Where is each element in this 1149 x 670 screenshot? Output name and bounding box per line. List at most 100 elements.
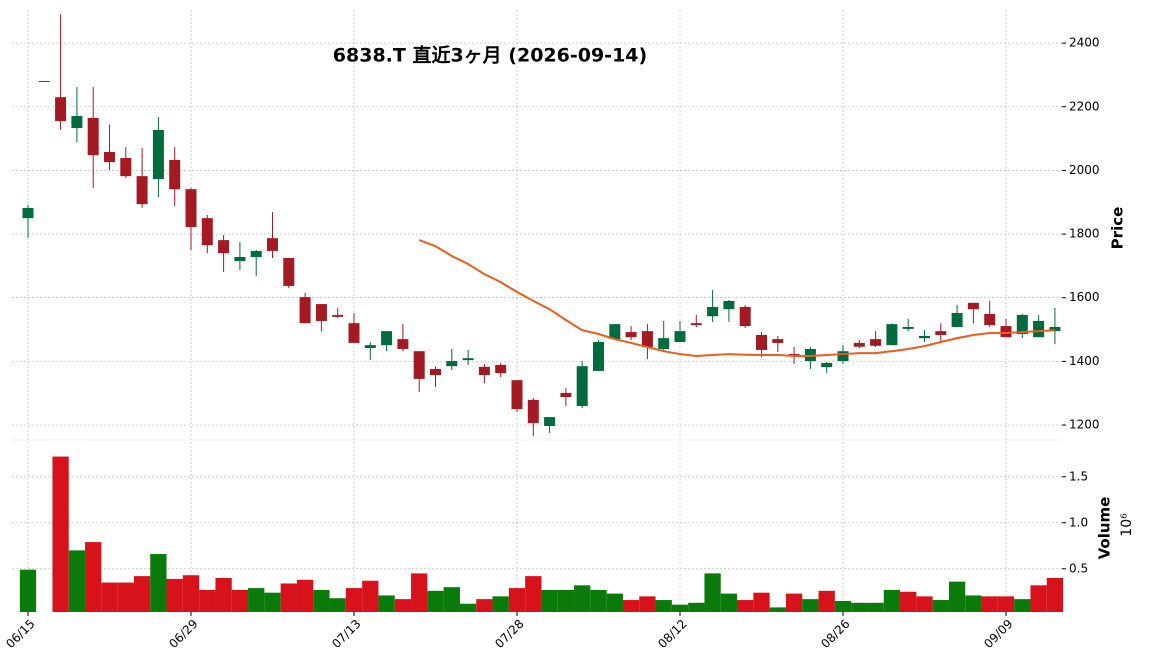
candle-body	[332, 314, 344, 317]
volume-bar	[459, 603, 477, 612]
candle-body	[609, 324, 621, 340]
volume-bar	[313, 589, 330, 612]
volume-bar	[622, 600, 640, 612]
volume-bar	[671, 604, 689, 612]
volume-bar	[117, 582, 134, 612]
candle-body	[55, 97, 67, 122]
candle-body	[625, 332, 637, 338]
volume-bar	[215, 577, 232, 612]
candle-body	[87, 117, 99, 156]
volume-bar	[345, 588, 363, 612]
volume-bar	[150, 554, 167, 612]
candle-body	[413, 351, 425, 379]
candle-body	[364, 345, 376, 349]
candle-body	[951, 313, 963, 328]
x-tick-label: 08/12	[655, 617, 689, 651]
volume-bar	[737, 600, 754, 612]
volume-bar	[101, 582, 118, 612]
volume-bar	[19, 569, 37, 612]
volume-bar	[606, 593, 623, 612]
volume-offset: 10⁶	[1119, 513, 1135, 537]
candle-body	[1049, 327, 1061, 332]
candle-body	[739, 306, 751, 327]
candle-body	[478, 366, 490, 376]
candle-body	[446, 361, 458, 367]
candle-body	[984, 313, 996, 326]
candle-body	[593, 341, 604, 371]
y-tick-label: 2400	[1069, 36, 1100, 50]
candle-body	[1033, 320, 1045, 338]
volume-bar	[981, 596, 998, 612]
y-tick-label: 1800	[1069, 227, 1100, 241]
volume-bar	[248, 588, 265, 612]
candle-body	[1000, 326, 1012, 338]
volume-axis-label: Volume	[1096, 497, 1114, 560]
candle-body	[430, 369, 441, 376]
candle-body	[120, 158, 132, 177]
volume-bar	[199, 589, 216, 612]
volume-bar	[655, 600, 672, 612]
volume-bar	[508, 588, 526, 612]
chart-title: 6838.T 直近3ヶ月 (2026-09-14)	[333, 44, 647, 67]
volume-bar	[541, 589, 558, 612]
candle-body	[544, 417, 556, 426]
volume-bar	[231, 589, 249, 612]
x-tick-label: 06/29	[166, 617, 200, 651]
volume-bar	[948, 581, 966, 612]
candle-body	[169, 159, 181, 190]
candle-body	[250, 250, 262, 257]
volume-tick-label: 1.5	[1069, 469, 1088, 483]
volume-bar	[997, 596, 1015, 612]
volume-bar	[590, 589, 607, 612]
volume-bar	[818, 590, 835, 612]
candle-body	[152, 129, 164, 180]
volume-bar	[329, 598, 346, 612]
candle-body	[576, 366, 588, 406]
volume-bar	[492, 596, 509, 612]
y-tick-label: 2200	[1069, 99, 1100, 113]
candle-body	[38, 80, 50, 82]
candle-body	[201, 218, 213, 246]
candle-body	[71, 115, 83, 129]
volume-bar	[720, 593, 738, 612]
y-tick-label: 1200	[1069, 418, 1100, 432]
volume-bar	[394, 599, 412, 612]
candle-body	[397, 339, 409, 349]
candle-body	[511, 380, 523, 410]
candle-body	[641, 331, 653, 348]
candle-body	[707, 306, 719, 317]
x-tick-label: 06/15	[3, 617, 37, 651]
x-tick-label: 07/28	[492, 617, 526, 651]
candle-body	[136, 176, 148, 205]
volume-bar	[867, 602, 884, 612]
volume-bar	[525, 576, 542, 612]
candle-body	[756, 334, 767, 350]
volume-bar	[476, 599, 493, 612]
volume-bar	[802, 599, 819, 612]
volume-bar	[704, 573, 721, 612]
candle-body	[1016, 314, 1028, 335]
candle-body	[104, 151, 115, 163]
volume-bar	[932, 600, 949, 612]
y-tick-label: 1600	[1069, 290, 1100, 304]
candle-body	[690, 323, 702, 326]
x-tick-label: 08/26	[818, 617, 852, 651]
candle-body	[870, 339, 882, 346]
candle-body	[837, 351, 849, 362]
candle-body	[267, 238, 278, 251]
volume-bar	[52, 456, 69, 612]
candle-body	[22, 207, 34, 219]
volume-bar	[1030, 585, 1047, 612]
candle-body	[234, 256, 246, 262]
volume-bar	[574, 585, 591, 612]
volume-bar	[133, 576, 151, 612]
volume-bar	[411, 573, 428, 612]
volume-bar	[362, 580, 379, 612]
volume-bar	[166, 578, 183, 612]
y-tick-label: 1400	[1069, 354, 1100, 368]
volume-bar	[296, 579, 314, 612]
candle-body	[935, 331, 947, 335]
candle-body	[299, 297, 311, 324]
candle-body	[919, 335, 930, 339]
volume-bar	[1014, 599, 1031, 612]
